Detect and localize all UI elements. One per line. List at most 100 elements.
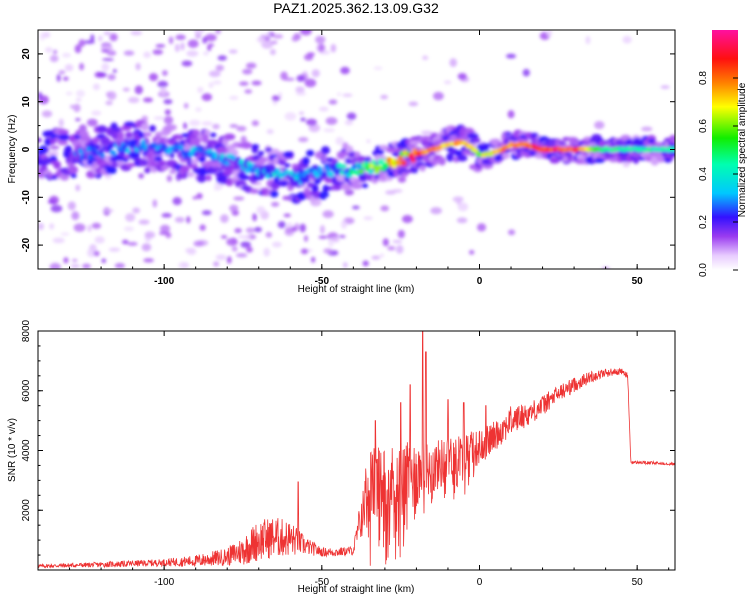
- x-tick-label: 50: [632, 276, 644, 287]
- ridge-cell: [368, 168, 374, 175]
- speckle: [202, 36, 208, 44]
- speckle: [303, 235, 309, 242]
- ridge-cell: [111, 150, 117, 156]
- speckle: [86, 118, 98, 127]
- speckle: [323, 128, 335, 133]
- speckle: [371, 255, 381, 260]
- speckle: [197, 86, 204, 94]
- speckle: [208, 70, 221, 78]
- ridge-cell: [197, 147, 203, 153]
- speckle: [52, 49, 58, 55]
- speckle: [298, 111, 305, 116]
- halo: [92, 137, 100, 144]
- speckle: [449, 58, 458, 68]
- halo: [466, 132, 479, 139]
- halo: [123, 154, 131, 159]
- x-tick-label: -50: [315, 577, 330, 588]
- speckle: [143, 51, 151, 59]
- speckle: [387, 246, 396, 251]
- halo: [264, 147, 273, 152]
- speckle: [183, 122, 188, 130]
- speckle: [270, 49, 276, 56]
- speckle: [246, 246, 253, 253]
- speckle: [127, 96, 140, 104]
- speckle: [49, 262, 61, 269]
- speckle: [291, 36, 299, 42]
- speckle: [178, 261, 190, 269]
- speckle: [91, 110, 102, 116]
- speckle: [141, 243, 152, 252]
- speckle: [127, 241, 138, 246]
- speckle: [271, 241, 282, 248]
- speckle: [231, 246, 238, 252]
- halo: [205, 174, 212, 182]
- halo: [332, 183, 343, 191]
- speckle: [251, 80, 262, 86]
- speckle: [153, 116, 165, 120]
- halo: [241, 141, 252, 149]
- x-tick-label: 0: [477, 577, 483, 588]
- speckle: [168, 36, 174, 45]
- colorbar-tick-label: 0.8: [698, 71, 709, 85]
- speckle: [323, 248, 333, 254]
- halo: [70, 173, 77, 179]
- halo: [401, 172, 409, 177]
- ridge-cell: [358, 168, 364, 175]
- halo: [311, 184, 319, 193]
- ridge-cell: [371, 159, 377, 166]
- speckle: [135, 62, 141, 71]
- ridge-cell: [325, 167, 331, 173]
- speckle: [114, 262, 125, 269]
- x-tick-label: 0: [477, 276, 483, 287]
- speckle: [132, 207, 141, 214]
- speckle: [50, 204, 63, 213]
- speckle: [303, 53, 314, 61]
- speckle: [295, 86, 305, 93]
- speckle: [75, 98, 82, 102]
- speckle: [641, 126, 653, 132]
- speckle: [457, 202, 469, 212]
- speckle: [380, 205, 390, 212]
- speckle: [263, 247, 271, 257]
- y-tick-label: 10: [21, 96, 32, 108]
- ridge-cell: [199, 156, 205, 163]
- speckle: [188, 119, 201, 127]
- speckle: [107, 91, 117, 101]
- speckle: [422, 55, 429, 60]
- halo: [461, 150, 473, 156]
- halo: [216, 146, 228, 155]
- speckle: [201, 121, 213, 126]
- halo: [186, 171, 195, 178]
- speckle: [229, 204, 239, 212]
- ridge-cell: [314, 172, 320, 179]
- halo: [38, 137, 42, 143]
- speckle: [362, 260, 369, 267]
- y-tick-label: 20: [21, 48, 32, 60]
- halo: [45, 130, 54, 136]
- speckle: [342, 262, 348, 268]
- speckle: [430, 207, 442, 215]
- speckle: [64, 64, 74, 72]
- speckle: [138, 173, 144, 179]
- speckle: [322, 210, 334, 218]
- speckle: [49, 223, 55, 230]
- speckle: [134, 85, 143, 95]
- speckle: [112, 69, 117, 73]
- halo: [78, 130, 89, 137]
- speckle: [380, 94, 389, 100]
- speckle: [162, 70, 168, 76]
- halo: [549, 157, 560, 164]
- ridge-cell: [131, 140, 137, 146]
- speckle: [123, 226, 134, 232]
- halo: [419, 165, 426, 172]
- speckle: [155, 44, 166, 48]
- speckle: [335, 136, 344, 146]
- speckle: [47, 199, 57, 204]
- ridge-cell: [141, 139, 147, 145]
- speckle: [130, 30, 143, 36]
- speckle: [318, 235, 328, 239]
- figure-title: PAZ1.2025.362.13.09.G32: [273, 0, 439, 16]
- speckle: [318, 106, 329, 112]
- halo: [188, 164, 199, 169]
